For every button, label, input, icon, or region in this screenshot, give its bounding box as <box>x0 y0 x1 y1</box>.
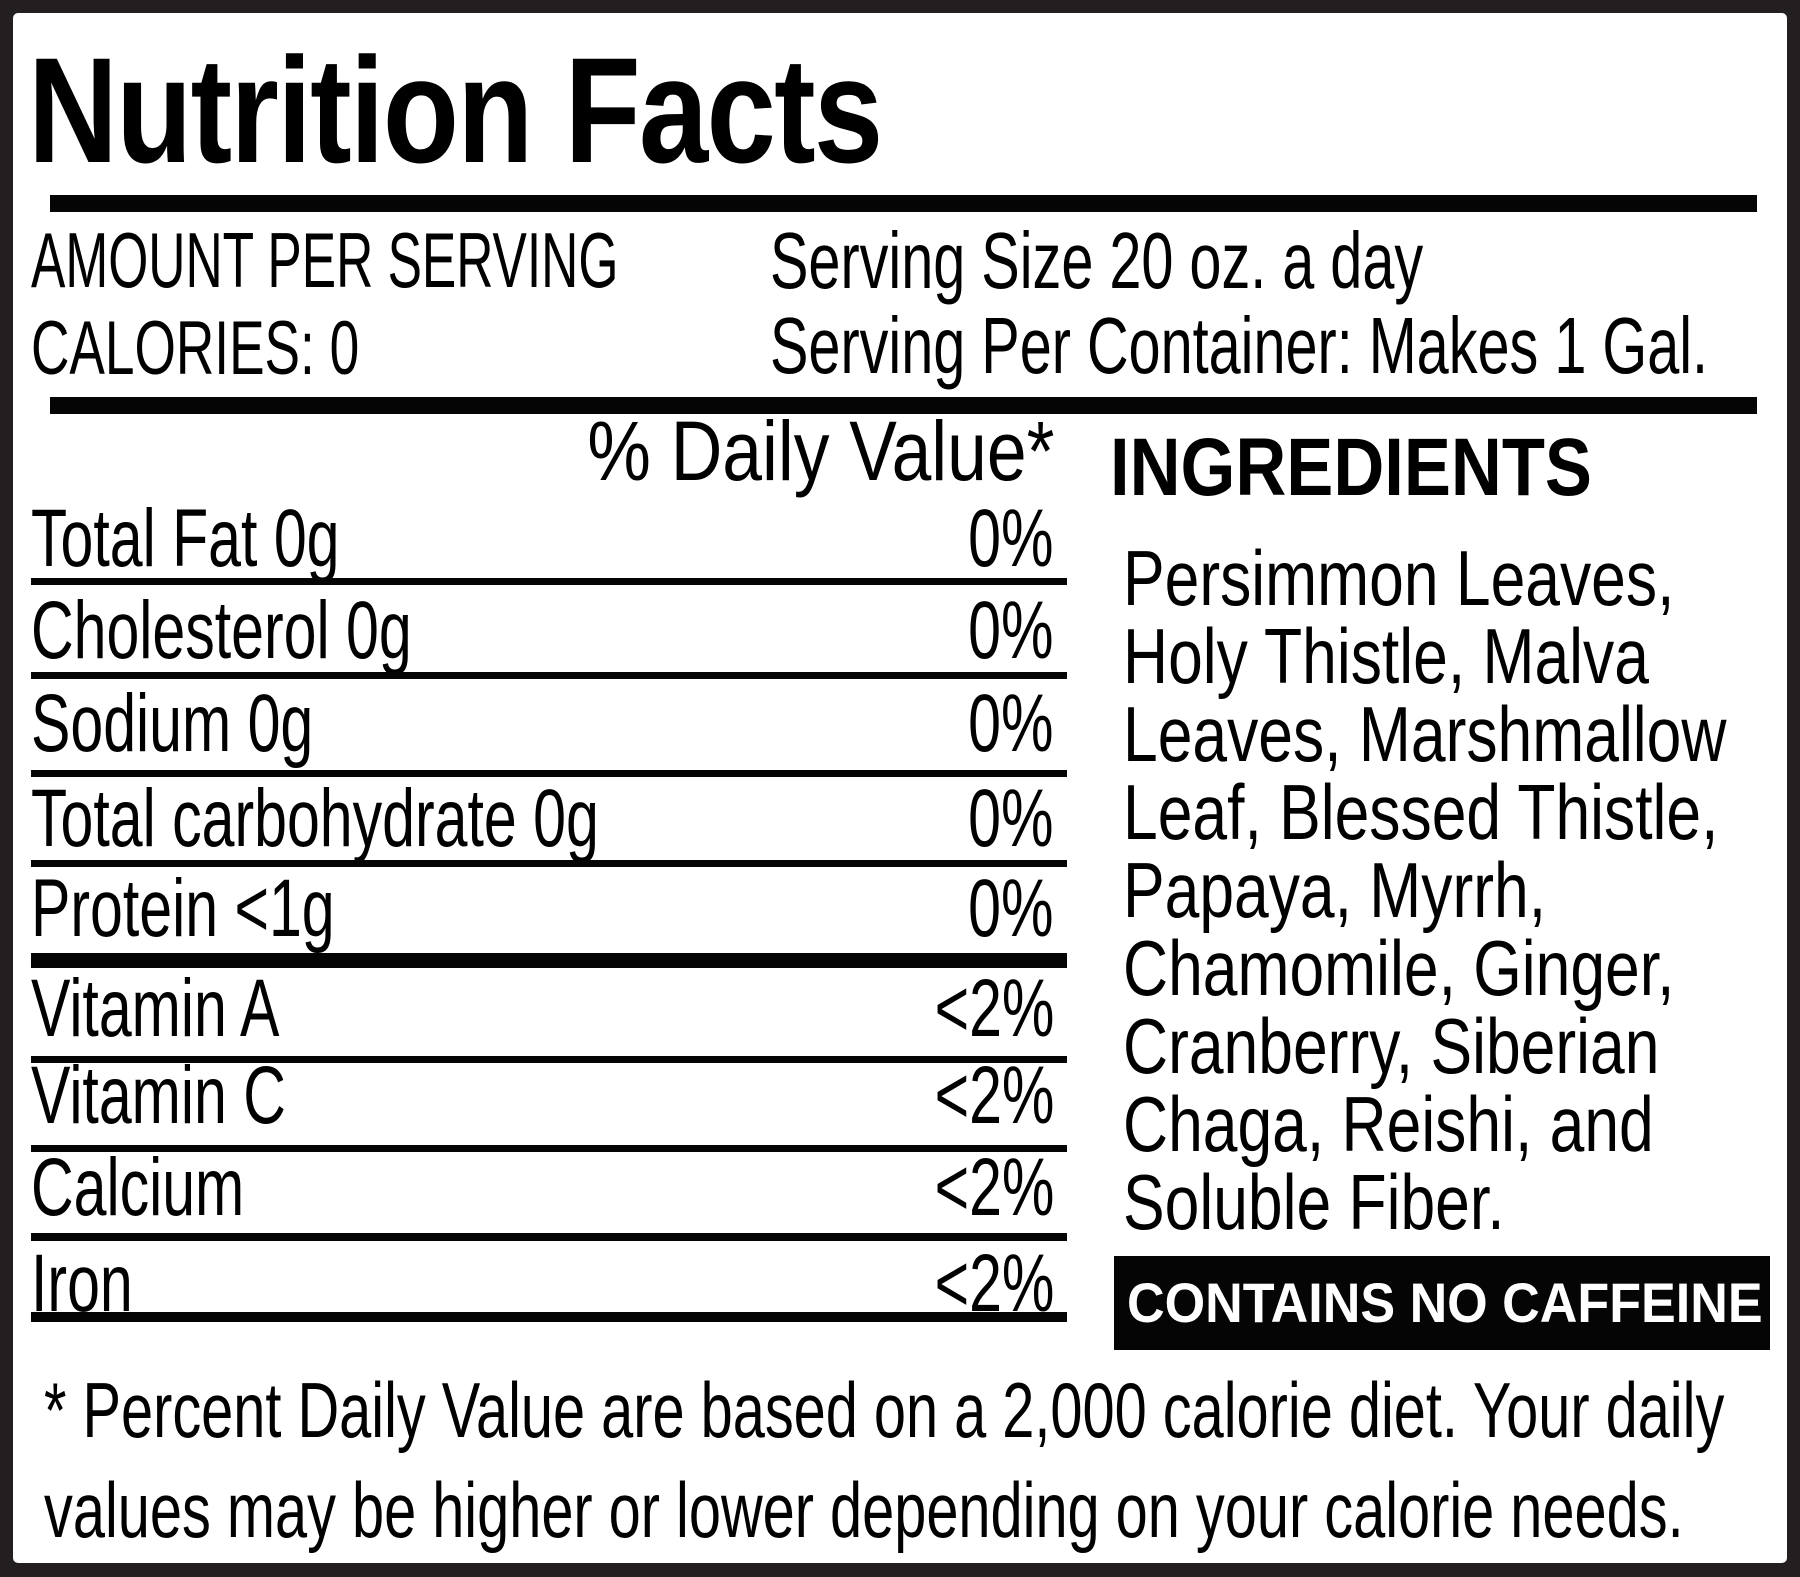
nutrient-value-iron: <2% <box>934 1238 1054 1329</box>
amount-per-serving-label: AMOUNT PER SERVING <box>31 216 619 304</box>
no-caffeine-badge: CONTAINS NO CAFFEINE <box>1114 1256 1770 1350</box>
ingredients-list: Persimmon Leaves, Holy Thistle, Malva Le… <box>1123 539 1726 1241</box>
nutrition-facts-title: Nutrition Facts <box>28 26 883 194</box>
no-caffeine-badge-text: CONTAINS NO CAFFEINE <box>1127 1271 1763 1334</box>
ingredients-line: Soluble Fiber. <box>1123 1158 1505 1246</box>
serving-size-label: Serving Size 20 oz. a day <box>770 216 1424 305</box>
label-background: Nutrition Facts AMOUNT PER SERVING Servi… <box>13 13 1787 1563</box>
header-rule <box>50 397 1757 414</box>
nutrient-value-calcium: <2% <box>934 1142 1054 1233</box>
ingredients-line: Cranberry, Siberian <box>1123 1002 1660 1090</box>
row-separator <box>31 860 1067 867</box>
nutrient-name-iron: Iron <box>31 1238 133 1329</box>
ingredients-heading: INGREDIENTS <box>1110 422 1592 513</box>
footnote-line: values may be higher or lower depending … <box>44 1466 1684 1554</box>
nutrient-value-vitamin-c: <2% <box>934 1050 1054 1141</box>
nutrient-name-cholesterol: Cholesterol 0g <box>31 585 412 676</box>
calories-label: CALORIES: 0 <box>31 306 360 391</box>
ingredients-line: Leaves, Marshmallow <box>1123 690 1727 778</box>
ingredients-line: Papaya, Myrrh, <box>1123 846 1547 934</box>
ingredients-line: Holy Thistle, Malva <box>1123 612 1649 700</box>
table-bottom-rule <box>31 1312 1067 1322</box>
row-separator <box>31 578 1067 585</box>
row-separator <box>31 770 1067 777</box>
nutrient-name-protein: Protein <1g <box>31 863 335 954</box>
daily-value-header: % Daily Value* <box>587 404 1054 498</box>
nutrient-value-cholesterol: 0% <box>968 585 1054 676</box>
nutrient-name-vitamin-a: Vitamin A <box>31 963 280 1054</box>
row-separator <box>31 672 1067 679</box>
footnote-line: * Percent Daily Value are based on a 2,0… <box>44 1366 1725 1454</box>
nutrient-value-total-fat: 0% <box>968 493 1054 584</box>
section-divider-thick <box>31 953 1067 968</box>
row-separator <box>31 1145 1067 1152</box>
nutrient-value-total-carbohydrate: 0% <box>968 773 1054 864</box>
nutrient-value-vitamin-a: <2% <box>934 963 1054 1054</box>
row-separator <box>31 1056 1067 1063</box>
nutrient-name-calcium: Calcium <box>31 1142 245 1233</box>
ingredients-line: Chaga, Reishi, and <box>1123 1080 1654 1168</box>
nutrient-value-sodium: 0% <box>968 678 1054 769</box>
row-separator <box>31 1233 1067 1241</box>
nutrient-name-total-fat: Total Fat 0g <box>31 493 340 584</box>
ingredients-line: Leaf, Blessed Thistle, <box>1123 768 1719 856</box>
ingredients-line: Chamomile, Ginger, <box>1123 924 1675 1012</box>
nutrient-value-protein: 0% <box>968 863 1054 954</box>
nutrient-name-total-carbohydrate: Total carbohydrate 0g <box>31 773 599 864</box>
nutrient-name-sodium: Sodium 0g <box>31 678 314 769</box>
ingredients-line: Persimmon Leaves, <box>1123 534 1675 622</box>
daily-value-footnote: * Percent Daily Value are based on a 2,0… <box>44 1360 1724 1560</box>
servings-per-container-label: Serving Per Container: Makes 1 Gal. <box>770 301 1709 390</box>
nutrient-name-vitamin-c: Vitamin C <box>31 1050 286 1141</box>
title-rule <box>50 195 1757 212</box>
